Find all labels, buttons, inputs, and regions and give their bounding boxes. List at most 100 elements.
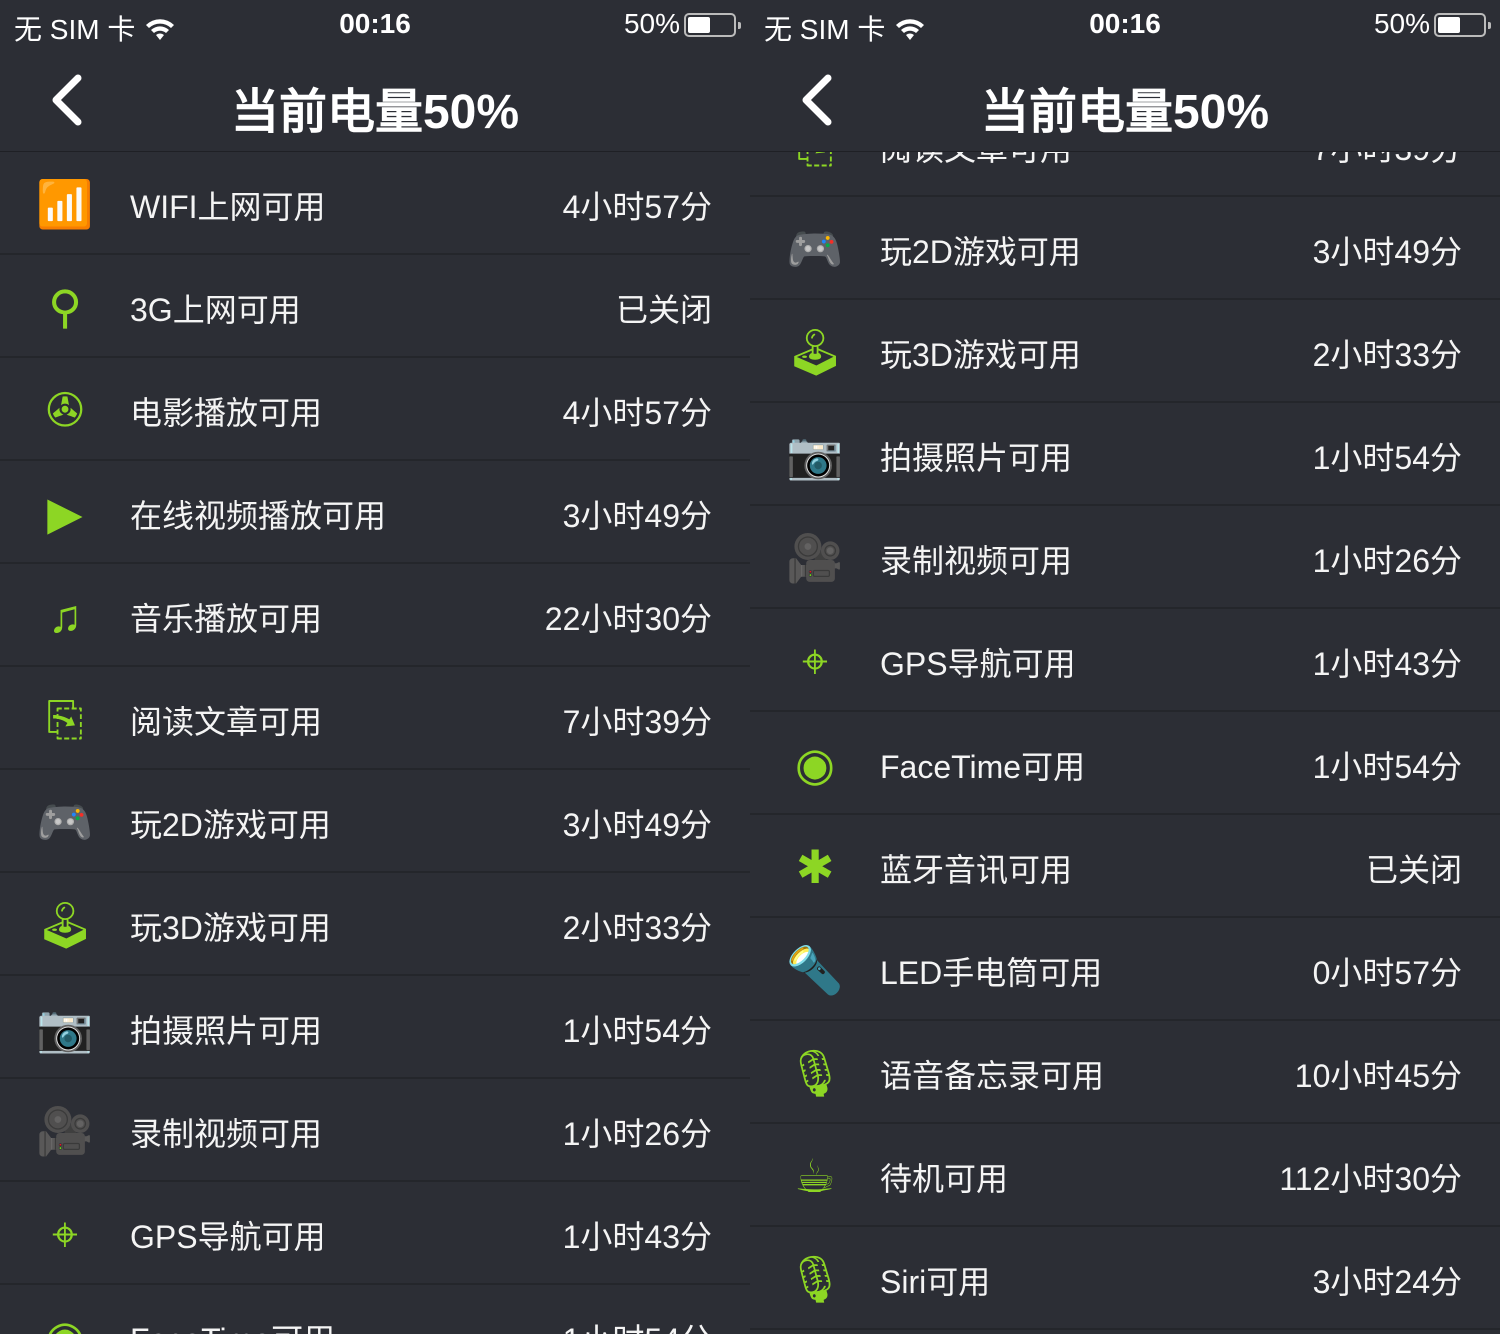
list-item: ✱ 蓝牙音讯可用 已关闭 bbox=[750, 815, 1500, 918]
status-bar: 无 SIM 卡 00:16 50% bbox=[0, 0, 750, 50]
wifi-status-icon bbox=[146, 19, 175, 40]
wifi-icon: 📶 bbox=[36, 178, 94, 230]
gamepad-icon: 🎮 bbox=[786, 223, 844, 275]
joystick-icon: 🕹 bbox=[786, 326, 845, 378]
item-label: 3G上网可用 bbox=[130, 292, 301, 328]
carrier-text: 无 SIM 卡 bbox=[14, 8, 175, 48]
item-duration: 2小时33分 bbox=[1312, 337, 1462, 373]
item-label: 拍摄照片可用 bbox=[880, 440, 1073, 476]
list-item: 📷 拍摄照片可用 1小时54分 bbox=[750, 403, 1500, 506]
item-label: FaceTime可用 bbox=[880, 749, 1086, 785]
video-camera-icon: 🎥 bbox=[36, 1105, 94, 1157]
list-item: ⌖ GPS导航可用 1小时43分 bbox=[750, 609, 1500, 712]
item-duration: 已关闭 bbox=[615, 292, 712, 328]
webcam-icon: ◉ bbox=[794, 738, 836, 790]
item-label: GPS导航可用 bbox=[880, 646, 1076, 682]
play-icon: ▶ bbox=[47, 487, 83, 539]
clock: 00:16 bbox=[339, 8, 411, 39]
list-item: 🕹 玩3D游戏可用 2小时33分 bbox=[0, 873, 750, 976]
film-reel-icon: ✇ bbox=[45, 384, 85, 436]
list-item: ⎘ 阅读文章可用 7小时39分 bbox=[0, 667, 750, 770]
battery-percent: 50% bbox=[623, 8, 680, 39]
usage-list[interactable]: 📶 WIFI上网可用 4小时57分 ⚲ 3G上网可用 已关闭 ✇ 电影播放可用 4小时57分 ▶ 在… bbox=[0, 152, 750, 1334]
list-item: 🎮 玩2D游戏可用 3小时49分 bbox=[750, 197, 1500, 300]
item-duration: 22小时30分 bbox=[544, 601, 712, 637]
item-duration: 1小时54分 bbox=[563, 1315, 712, 1334]
item-label: 待机可用 bbox=[880, 1161, 1009, 1197]
nav-bar: 当前电量50% bbox=[0, 50, 750, 152]
list-item: 🔦 LED手电筒可用 0小时57分 bbox=[750, 918, 1500, 1021]
item-duration: 3小时24分 bbox=[1312, 1264, 1462, 1300]
item-label: 语音备忘录可用 bbox=[880, 1058, 1105, 1094]
item-duration: 3小时49分 bbox=[562, 807, 712, 843]
item-label: Siri可用 bbox=[880, 1264, 991, 1300]
back-button[interactable] bbox=[794, 72, 844, 128]
page-title: 当前电量50% bbox=[230, 86, 520, 139]
item-label: LED手电筒可用 bbox=[880, 955, 1103, 991]
music-note-icon: ♫ bbox=[47, 590, 83, 642]
clock: 00:16 bbox=[1089, 8, 1161, 39]
item-duration: 1小时54分 bbox=[1312, 749, 1462, 785]
usage-list[interactable]: ⎘ 阅读文章可用 7小时39分 🎮 玩2D游戏可用 3小时49分 🕹 玩3D游戏可用 2小时33… bbox=[750, 152, 1500, 1334]
item-label: 拍摄照片可用 bbox=[130, 1013, 323, 1049]
right-screen: 无 SIM 卡 00:16 50% 当前电量50% ⎘ 阅读文章可用 7小时39分 🎮… bbox=[750, 0, 1500, 1334]
list-item: ◉ FaceTime可用 1小时54分 bbox=[0, 1285, 750, 1334]
item-label: 录制视频可用 bbox=[880, 543, 1073, 579]
list-item: ♫ 音乐播放可用 22小时30分 bbox=[0, 564, 750, 667]
item-duration: 1小时54分 bbox=[562, 1013, 712, 1049]
item-label: 阅读文章可用 bbox=[880, 152, 1072, 170]
item-duration: 112小时30分 bbox=[1279, 1161, 1462, 1197]
battery-icon bbox=[1434, 13, 1491, 37]
item-duration: 3小时49分 bbox=[1312, 234, 1462, 270]
list-item: ✇ 电影播放可用 4小时57分 bbox=[0, 358, 750, 461]
item-label: 玩3D游戏可用 bbox=[880, 337, 1081, 373]
item-duration: 3小时49分 bbox=[562, 498, 712, 534]
document-icon: ⎘ bbox=[786, 152, 844, 174]
microphone-icon: 🎙 bbox=[786, 1047, 845, 1099]
item-label: 电影播放可用 bbox=[130, 395, 323, 431]
list-item: ▶ 在线视频播放可用 3小时49分 bbox=[0, 461, 750, 564]
item-duration: 4小时57分 bbox=[562, 189, 712, 225]
gps-crosshair-icon: ⌖ bbox=[52, 1208, 78, 1260]
document-icon: ⎘ bbox=[46, 693, 84, 745]
joystick-icon: 🕹 bbox=[36, 899, 95, 951]
video-camera-icon: 🎥 bbox=[786, 532, 844, 584]
item-label: 玩3D游戏可用 bbox=[130, 910, 331, 946]
item-duration: 4小时57分 bbox=[562, 395, 712, 431]
list-item: 🎙 Siri可用 3小时24分 bbox=[750, 1227, 1500, 1330]
status-bar: 无 SIM 卡 00:16 50% bbox=[750, 0, 1500, 50]
battery-icon bbox=[684, 13, 741, 37]
item-label: FaceTime可用 bbox=[130, 1315, 335, 1334]
list-item: 🎮 玩2D游戏可用 3小时49分 bbox=[0, 770, 750, 873]
item-label: 阅读文章可用 bbox=[130, 704, 323, 740]
item-duration: 1小时43分 bbox=[1312, 646, 1462, 682]
item-label: 音乐播放可用 bbox=[130, 601, 323, 637]
item-duration: 1小时43分 bbox=[562, 1219, 712, 1255]
back-button[interactable] bbox=[44, 72, 94, 128]
item-label: WIFI上网可用 bbox=[130, 189, 326, 225]
flashlight-icon: 🔦 bbox=[786, 944, 844, 996]
wifi-status-icon bbox=[896, 19, 925, 40]
carrier-text: 无 SIM 卡 bbox=[764, 8, 925, 48]
bluetooth-icon: ✱ bbox=[795, 841, 835, 893]
item-label: 在线视频播放可用 bbox=[130, 498, 387, 534]
list-item: 📶 WIFI上网可用 4小时57分 bbox=[0, 152, 750, 255]
list-item: ◉ FaceTime可用 1小时54分 bbox=[750, 712, 1500, 815]
item-label: 玩2D游戏可用 bbox=[880, 234, 1081, 270]
list-item: ⚲ 3G上网可用 已关闭 bbox=[0, 255, 750, 358]
item-duration: 0小时57分 bbox=[1312, 955, 1462, 991]
list-item: 🕹 玩3D游戏可用 2小时33分 bbox=[750, 300, 1500, 403]
list-item: ☕ 待机可用 112小时30分 bbox=[750, 1124, 1500, 1227]
camera-icon: 📷 bbox=[786, 429, 844, 481]
webcam-icon: ◉ bbox=[36, 1309, 94, 1334]
list-item: ⎘ 阅读文章可用 7小时39分 bbox=[750, 152, 1500, 197]
item-duration: 1小时54分 bbox=[1312, 440, 1462, 476]
item-duration: 1小时26分 bbox=[562, 1116, 712, 1152]
list-item: 📷 拍摄照片可用 1小时54分 bbox=[0, 976, 750, 1079]
list-item: 🎥 录制视频可用 1小时26分 bbox=[0, 1079, 750, 1182]
item-duration: 已关闭 bbox=[1365, 852, 1462, 888]
left-screen: 无 SIM 卡 00:16 50% 当前电量50% 📶 WIFI上网可用 4小时57… bbox=[0, 0, 750, 1334]
item-label: 录制视频可用 bbox=[130, 1116, 323, 1152]
list-item: 🎥 录制视频可用 1小时26分 bbox=[750, 506, 1500, 609]
microphone-icon: 🎙 bbox=[786, 1253, 845, 1305]
